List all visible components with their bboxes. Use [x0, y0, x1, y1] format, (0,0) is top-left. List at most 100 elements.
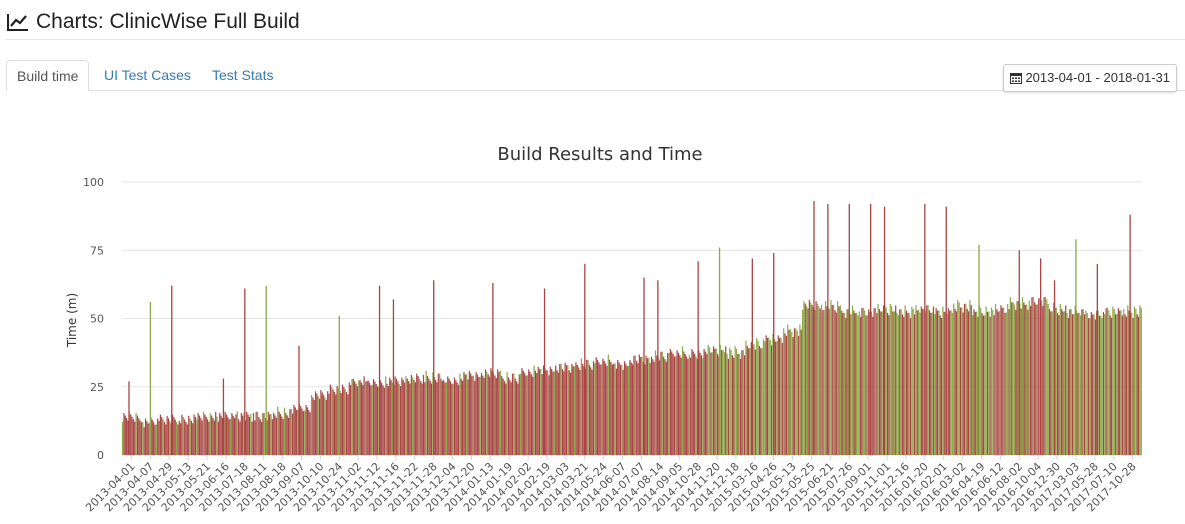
- bar: [746, 345, 748, 455]
- line-chart-icon: [7, 14, 28, 31]
- bar: [919, 312, 921, 455]
- bar: [517, 383, 519, 455]
- bar: [896, 312, 898, 455]
- bar: [310, 394, 313, 455]
- bar: [766, 337, 769, 455]
- bar: [610, 362, 612, 455]
- bar: [287, 417, 290, 455]
- bar: [297, 409, 299, 455]
- bar: [1108, 310, 1110, 455]
- bar: [402, 380, 404, 455]
- bar: [963, 303, 966, 455]
- bar: [306, 407, 309, 455]
- bar: [497, 369, 499, 455]
- bar: [232, 415, 234, 455]
- bar: [1020, 308, 1022, 455]
- bar: [385, 376, 387, 455]
- bar: [780, 337, 782, 455]
- date-range-picker[interactable]: 2013-04-01 - 2018-01-31: [1003, 64, 1177, 92]
- tab-ui-test-cases[interactable]: UI Test Cases: [104, 67, 191, 83]
- bar: [1021, 297, 1024, 455]
- bar: [209, 413, 211, 455]
- bar: [547, 370, 549, 455]
- bar: [885, 307, 887, 455]
- bar: [367, 380, 369, 455]
- bar: [509, 379, 511, 455]
- bar: [590, 367, 592, 455]
- bar: [428, 378, 430, 455]
- bar: [464, 374, 466, 455]
- bar: [742, 350, 744, 455]
- bar: [421, 383, 423, 455]
- bar: [418, 378, 421, 455]
- bar: [1008, 309, 1010, 455]
- bar: [478, 377, 480, 455]
- bar: [1102, 312, 1105, 455]
- bar: [708, 347, 711, 455]
- bar: [254, 420, 256, 455]
- bar: [1113, 309, 1115, 455]
- tab-bar: Build time UI Test Cases Test Stats: [6, 60, 1185, 91]
- bar: [359, 380, 361, 455]
- spike-bar: [848, 203, 850, 455]
- bar: [661, 351, 663, 455]
- bar: [406, 378, 408, 455]
- tab-test-stats[interactable]: Test Stats: [212, 67, 274, 83]
- bar: [935, 308, 937, 455]
- bar: [749, 347, 751, 455]
- bar: [607, 354, 609, 455]
- bar: [895, 305, 897, 455]
- bar: [488, 376, 491, 455]
- bar: [1009, 297, 1011, 455]
- bar: [484, 369, 487, 455]
- bar: [625, 363, 627, 455]
- bar: [124, 415, 126, 455]
- spike-bar: [492, 283, 494, 455]
- bar: [996, 309, 998, 455]
- bar: [865, 315, 867, 455]
- spike-bar: [584, 263, 586, 455]
- bar: [730, 350, 732, 455]
- bar: [448, 378, 450, 455]
- bar: [337, 388, 340, 455]
- y-tick-label: 100: [83, 176, 104, 189]
- bar: [992, 310, 994, 455]
- tab-build-time[interactable]: Build time: [6, 60, 90, 91]
- bar: [739, 358, 742, 455]
- bar: [959, 307, 962, 455]
- bar: [200, 418, 202, 455]
- bar: [899, 309, 901, 455]
- bar: [824, 301, 827, 455]
- bar: [548, 375, 550, 455]
- bar: [734, 346, 736, 455]
- spike-bar: [244, 288, 246, 455]
- bar: [892, 311, 894, 455]
- bar: [949, 310, 951, 455]
- bar: [144, 418, 147, 455]
- bar-series: [122, 296, 1142, 455]
- bar: [756, 338, 758, 455]
- bar: [1109, 315, 1111, 455]
- bar: [1063, 311, 1065, 455]
- bar: [1067, 317, 1069, 455]
- bar: [580, 358, 582, 455]
- date-range-label: 2013-04-01 - 2018-01-31: [1025, 70, 1170, 85]
- bar: [140, 422, 143, 455]
- bar: [185, 421, 187, 455]
- bar: [735, 348, 738, 455]
- bar: [627, 365, 630, 455]
- bar: [123, 413, 125, 455]
- bar: [507, 377, 510, 455]
- bar: [193, 414, 195, 455]
- bar: [630, 362, 632, 455]
- bar: [552, 371, 554, 455]
- bar: [441, 381, 443, 455]
- bar: [931, 312, 933, 455]
- bar: [513, 373, 515, 455]
- bar: [761, 347, 763, 455]
- bar: [918, 310, 920, 455]
- bar: [946, 314, 948, 455]
- bar: [1070, 309, 1072, 455]
- bar: [619, 364, 622, 455]
- bar: [520, 374, 522, 455]
